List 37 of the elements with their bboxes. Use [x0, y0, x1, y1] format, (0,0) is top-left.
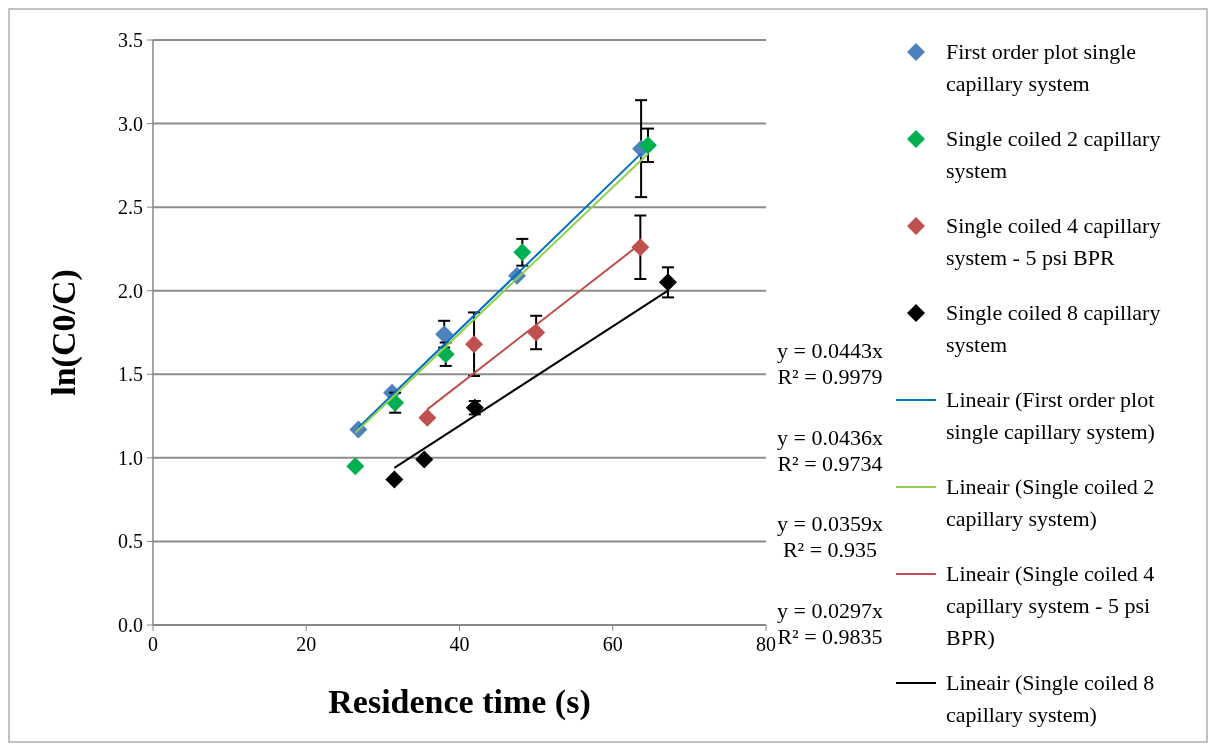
text: y = 0.0443x R² = 0.9979 — [777, 338, 883, 389]
legend-label: Lineair (Single coiled 8 capillary system) — [946, 670, 1155, 727]
legend-label: Single coiled 8 capillary system — [946, 300, 1161, 357]
y-tick-label: 1.0 — [118, 446, 143, 469]
legend-label: Lineair (Single coiled 4 capillary system - 5 psi BPR) — [946, 561, 1155, 650]
x-tick-label: 20 — [296, 633, 317, 655]
point — [415, 450, 434, 469]
y-tick-label: 0.0 — [118, 614, 143, 636]
y-tick-label: 2.5 — [118, 196, 143, 219]
y-tick-label: 3.0 — [118, 112, 143, 135]
y-axis-title: ln(C0/C) — [45, 269, 83, 396]
y-tick-label: 0.5 — [118, 530, 143, 553]
x-axis-title: Residence time (s) — [328, 683, 591, 721]
text: y = 0.0297x R² = 0.9835 — [777, 597, 883, 649]
point — [346, 457, 365, 476]
point — [513, 243, 532, 262]
x-tick-label: 40 — [449, 633, 470, 655]
legend-label: Lineair (Single coiled 2 capillary system) — [946, 474, 1155, 531]
legend-label: Single coiled 4 capillary system - 5 psi BPR — [946, 213, 1161, 270]
point — [435, 325, 454, 344]
legend-label: Single coiled 2 capillary system — [946, 126, 1161, 183]
point — [465, 335, 484, 354]
text: y = 0.0359x R² = 0.935 — [777, 511, 883, 562]
text: y = 0.0436x R² = 0.9734 — [777, 424, 883, 476]
x-tick-label: 0 — [148, 633, 158, 655]
point — [527, 323, 546, 342]
x-tick-label: 60 — [602, 633, 623, 655]
x-tick-label: 80 — [756, 633, 776, 655]
y-tick-label: 2.0 — [118, 279, 143, 302]
point — [639, 136, 657, 155]
legend-label: First order plot single capillary system — [946, 39, 1137, 96]
point — [385, 470, 404, 489]
point — [418, 408, 437, 427]
y-tick-label: 1.5 — [118, 363, 143, 386]
point — [658, 273, 677, 292]
y-tick-label: 3.5 — [118, 29, 143, 51]
legend-label: Lineair (First order plot single capillary system) — [946, 387, 1155, 444]
